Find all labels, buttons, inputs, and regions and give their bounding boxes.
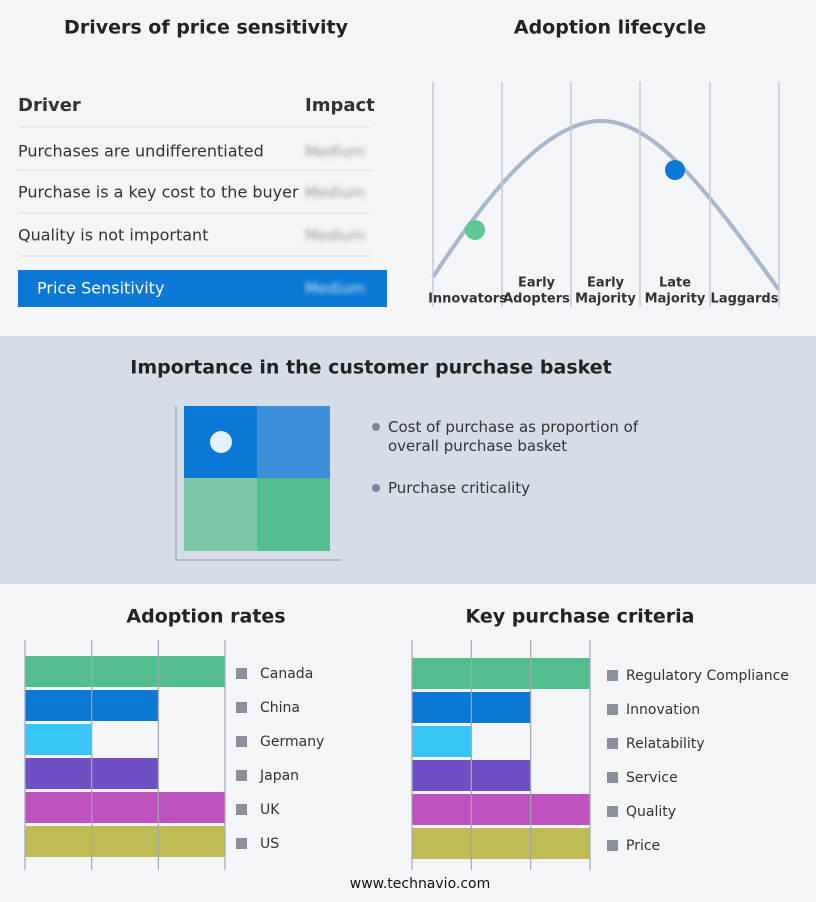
stage-label: Adopters xyxy=(503,292,570,307)
legend-icon xyxy=(236,804,247,815)
legend-item: Cost of purchase as proportion of overal… xyxy=(388,418,639,455)
legend-icon xyxy=(236,736,247,747)
category-label: Germany xyxy=(260,734,324,750)
category-label: Relatability xyxy=(626,736,705,752)
stage-label: Majority xyxy=(645,292,706,307)
bullet xyxy=(372,484,380,492)
legend-icon xyxy=(236,770,247,781)
category-label: Canada xyxy=(260,666,313,682)
bar xyxy=(412,794,590,825)
category-label: US xyxy=(260,836,279,852)
driver: Purchases are undifferentiated xyxy=(18,142,264,161)
driver: Purchase is a key cost to the buyer xyxy=(18,183,299,202)
bar xyxy=(25,724,92,755)
legend-icon xyxy=(607,806,618,817)
stage-label: Early xyxy=(587,276,625,291)
chart-title: Adoption rates xyxy=(126,606,285,628)
header-impact: Impact xyxy=(305,95,375,116)
header-driver: Driver xyxy=(18,95,81,116)
category-label: Innovation xyxy=(626,702,700,718)
category-label: Price xyxy=(626,838,660,854)
summary-impact: Medium xyxy=(305,280,365,298)
legend-icon xyxy=(607,738,618,749)
category-label: Quality xyxy=(626,804,676,820)
basket-title: Importance in the customer purchase bask… xyxy=(130,357,612,379)
bar xyxy=(412,726,472,757)
legend-item: Purchase criticality xyxy=(388,479,531,497)
summary-bar xyxy=(18,270,387,307)
bar xyxy=(412,828,590,859)
summary-label: Price Sensitivity xyxy=(37,279,164,298)
legend-icon xyxy=(236,702,247,713)
driver: Quality is not important xyxy=(18,226,208,245)
lifecycle-title: Adoption lifecycle xyxy=(514,17,706,39)
impact: Medium xyxy=(305,184,365,202)
category-label: Regulatory Compliance xyxy=(626,668,789,684)
stage-label: Laggards xyxy=(711,292,779,307)
footer: www.technavio.com xyxy=(350,876,491,892)
cell xyxy=(257,406,330,478)
bar xyxy=(25,792,225,823)
legend-icon xyxy=(236,838,247,849)
bar xyxy=(25,826,225,857)
impact: Medium xyxy=(305,143,365,161)
drivers-title: Drivers of price sensitivity xyxy=(64,17,349,39)
lifecycle-curve xyxy=(431,118,781,292)
marker-blue xyxy=(665,160,685,180)
category-label: Japan xyxy=(259,768,299,784)
legend-icon xyxy=(607,840,618,851)
legend-icon xyxy=(607,670,618,681)
category-label: Service xyxy=(626,770,678,786)
bar xyxy=(25,656,225,687)
stage-label: Late xyxy=(659,276,691,291)
legend-icon xyxy=(607,704,618,715)
position-dot xyxy=(210,431,232,453)
stage-label: Majority xyxy=(575,292,636,307)
bar xyxy=(412,658,590,689)
legend-icon xyxy=(607,772,618,783)
stage-label: Early xyxy=(518,276,556,291)
category-label: China xyxy=(260,700,300,716)
cell xyxy=(257,478,330,551)
marker-green xyxy=(465,220,485,240)
basket-band xyxy=(0,336,816,584)
chart-title: Key purchase criteria xyxy=(465,606,694,628)
bullet xyxy=(372,423,380,431)
cell xyxy=(184,478,257,551)
stage-label: Innovators xyxy=(428,292,507,307)
impact: Medium xyxy=(305,227,365,245)
legend-icon xyxy=(236,668,247,679)
category-label: UK xyxy=(260,802,280,818)
